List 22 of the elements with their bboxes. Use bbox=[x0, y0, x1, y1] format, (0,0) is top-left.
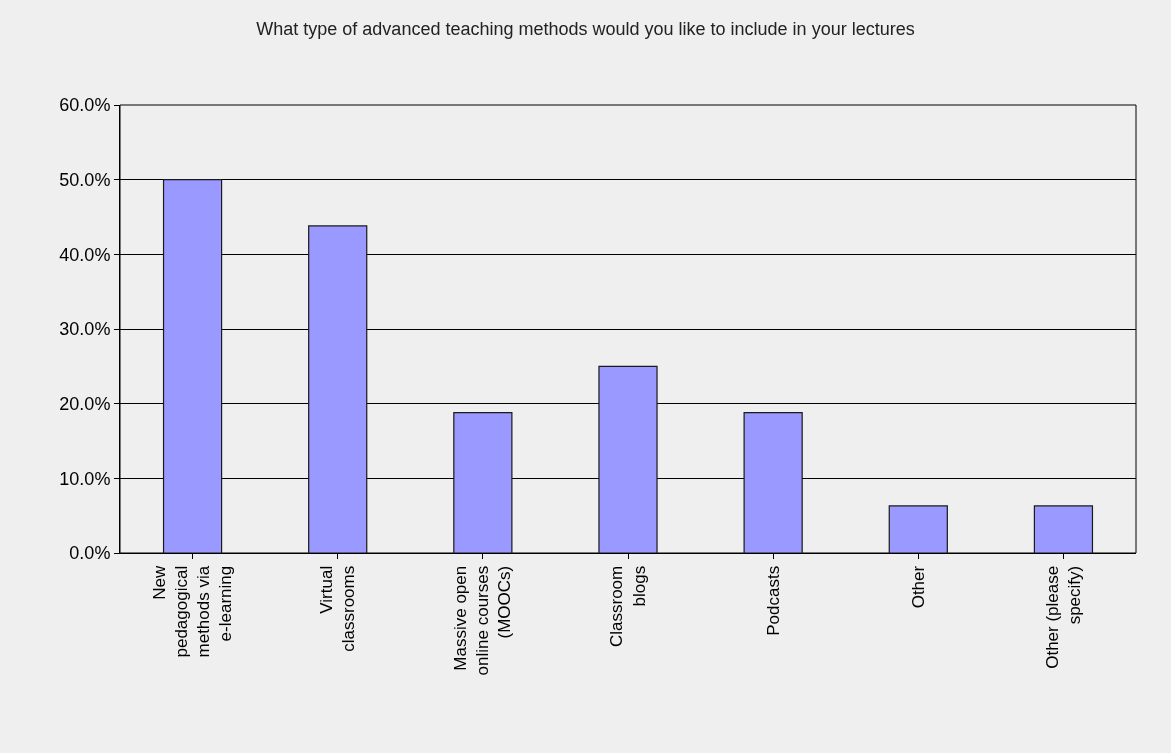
x-tick-label: Other (please specify) bbox=[1042, 565, 1085, 669]
bar bbox=[598, 365, 658, 553]
y-tick-label: 50.0% bbox=[59, 169, 111, 190]
y-tick-label: 60.0% bbox=[59, 95, 111, 116]
bar bbox=[162, 179, 223, 553]
bar bbox=[453, 412, 513, 553]
x-tick-label: Classroom blogs bbox=[607, 565, 649, 648]
y-tick-label: 20.0% bbox=[59, 393, 111, 414]
bar bbox=[743, 412, 803, 553]
bar bbox=[888, 505, 948, 553]
y-tick-label: 40.0% bbox=[59, 244, 111, 265]
x-tick-label: Massive open online courses (MOOCs) bbox=[451, 565, 515, 676]
x-tick-label: Podcasts bbox=[763, 565, 783, 636]
bar bbox=[1033, 505, 1094, 553]
bar bbox=[308, 225, 368, 553]
y-tick-label: 30.0% bbox=[59, 319, 111, 340]
chart-title: What type of advanced teaching methods would you like to include in your lectures bbox=[256, 19, 915, 40]
x-tick-label: Other bbox=[908, 565, 928, 609]
x-tick-label: New pedagogical methods via e-learning bbox=[149, 565, 236, 658]
y-tick-label: 10.0% bbox=[59, 468, 111, 489]
x-tick-label: Virtual classrooms bbox=[317, 565, 359, 652]
y-tick-label: 0.0% bbox=[69, 543, 111, 564]
